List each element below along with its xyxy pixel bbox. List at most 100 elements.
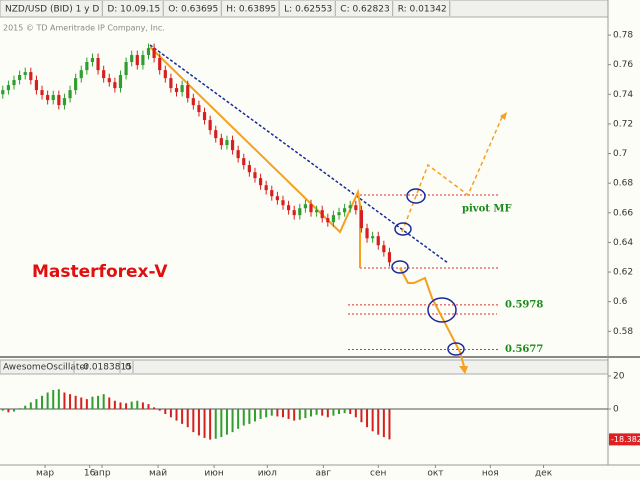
y-tick-label: 0.68 — [613, 179, 633, 189]
oscillator-bar — [298, 409, 301, 420]
y-tick-label: 0.74 — [613, 90, 633, 100]
candle-body — [387, 252, 392, 263]
y-tick-label: 0.78 — [613, 31, 633, 41]
candle-body — [275, 196, 279, 201]
candle-body — [264, 185, 268, 191]
oscillator-bar — [326, 409, 329, 418]
oscillator-bar — [371, 409, 374, 432]
oscillator-bar — [57, 389, 60, 410]
oscillator-bar — [108, 397, 111, 410]
candle-body — [113, 82, 117, 89]
oscillator-bar — [197, 409, 200, 436]
candle-body — [298, 208, 302, 216]
candle-body — [303, 204, 308, 209]
oscillator-bar — [46, 392, 49, 410]
header-field: R: 0.01342 — [398, 5, 447, 15]
y-tick-label: 0.62 — [613, 268, 633, 278]
trend-line — [149, 44, 449, 264]
candle-body — [85, 61, 89, 71]
candle-body — [158, 57, 162, 71]
candle-body — [247, 165, 251, 173]
candle-body — [186, 85, 190, 99]
header-field: H: 0.63895 — [226, 5, 276, 15]
candle-body — [292, 210, 296, 216]
oscillator-bar — [270, 409, 273, 416]
circle — [406, 188, 426, 204]
candle-body — [365, 228, 369, 239]
oscillator-bar — [237, 409, 240, 429]
candle-body — [219, 138, 223, 146]
oscillator-bar — [220, 409, 223, 438]
oscillator-bar — [382, 409, 385, 438]
y-tick-label: 0.7 — [613, 149, 627, 159]
y-tick-label: 20 — [613, 372, 625, 382]
oscillator-bar — [119, 402, 122, 410]
candle-body — [315, 210, 319, 213]
oscillator-value: 0 — [125, 363, 131, 373]
y-tick-label: 0.64 — [613, 238, 633, 248]
x-tick-label: авг — [316, 469, 332, 479]
candle-body — [320, 210, 324, 219]
level-label: 0.5677 — [505, 344, 543, 355]
y-tick-label: 0.76 — [613, 60, 633, 70]
candle-body — [371, 236, 375, 239]
candle-body — [152, 48, 156, 58]
candle-body — [102, 70, 106, 79]
oscillator-bar — [130, 401, 133, 410]
oscillator-bar — [153, 407, 156, 410]
alt-projection — [401, 114, 504, 233]
candle-body — [286, 205, 291, 211]
candle-body — [1, 90, 5, 95]
candle-body — [18, 75, 22, 81]
arrow-head — [459, 366, 468, 374]
candle-body — [202, 112, 207, 121]
x-tick-label: 16 — [84, 469, 96, 479]
y-tick-label: 0.6 — [613, 297, 628, 307]
oscillator-bar — [113, 400, 116, 410]
oscillator-bar — [181, 409, 184, 424]
oscillator-bar — [293, 409, 296, 421]
oscillator-bar — [203, 409, 206, 438]
y-tick-label: 0 — [613, 405, 619, 415]
x-tick-label: июн — [204, 469, 223, 479]
candle-body — [230, 140, 235, 151]
candle-body — [343, 208, 347, 213]
header-field: D: 10.09.15 — [107, 5, 160, 15]
x-tick-label: июл — [258, 469, 277, 479]
candle-body — [242, 158, 246, 166]
oscillator-bar — [304, 409, 307, 419]
candle-body — [118, 75, 123, 89]
x-tick-label: сен — [370, 469, 386, 479]
candle-body — [236, 150, 240, 159]
circle — [391, 260, 409, 274]
candle-body — [23, 72, 27, 76]
oscillator-bar — [242, 409, 245, 426]
candle-body — [141, 55, 145, 66]
oscillator-bar — [41, 395, 44, 410]
oscillator-bar — [253, 409, 256, 422]
circle — [394, 222, 412, 236]
candle-body — [331, 215, 336, 223]
oscillator-bar — [7, 409, 10, 413]
candle-body — [12, 80, 16, 86]
oscillator-bar — [377, 409, 380, 435]
oscillator-bar — [80, 397, 83, 410]
wave-projection — [399, 267, 466, 371]
oscillator-bar — [349, 409, 352, 414]
circle — [427, 297, 457, 323]
candle-body — [90, 57, 95, 62]
candle-body — [376, 236, 380, 246]
oscillator-bar — [388, 409, 391, 440]
candle-body — [225, 140, 229, 146]
oscillator-bar — [332, 409, 335, 416]
arrow-head — [500, 112, 507, 120]
x-tick-label: апр — [93, 469, 110, 479]
oscillator-bar — [248, 409, 251, 424]
oscillator-bar — [141, 402, 144, 410]
oscillator-bar — [175, 409, 178, 421]
candle-body — [359, 210, 364, 229]
oscillator-bar — [265, 409, 268, 418]
candle-body — [29, 72, 33, 81]
oscillator-bar — [287, 409, 290, 419]
